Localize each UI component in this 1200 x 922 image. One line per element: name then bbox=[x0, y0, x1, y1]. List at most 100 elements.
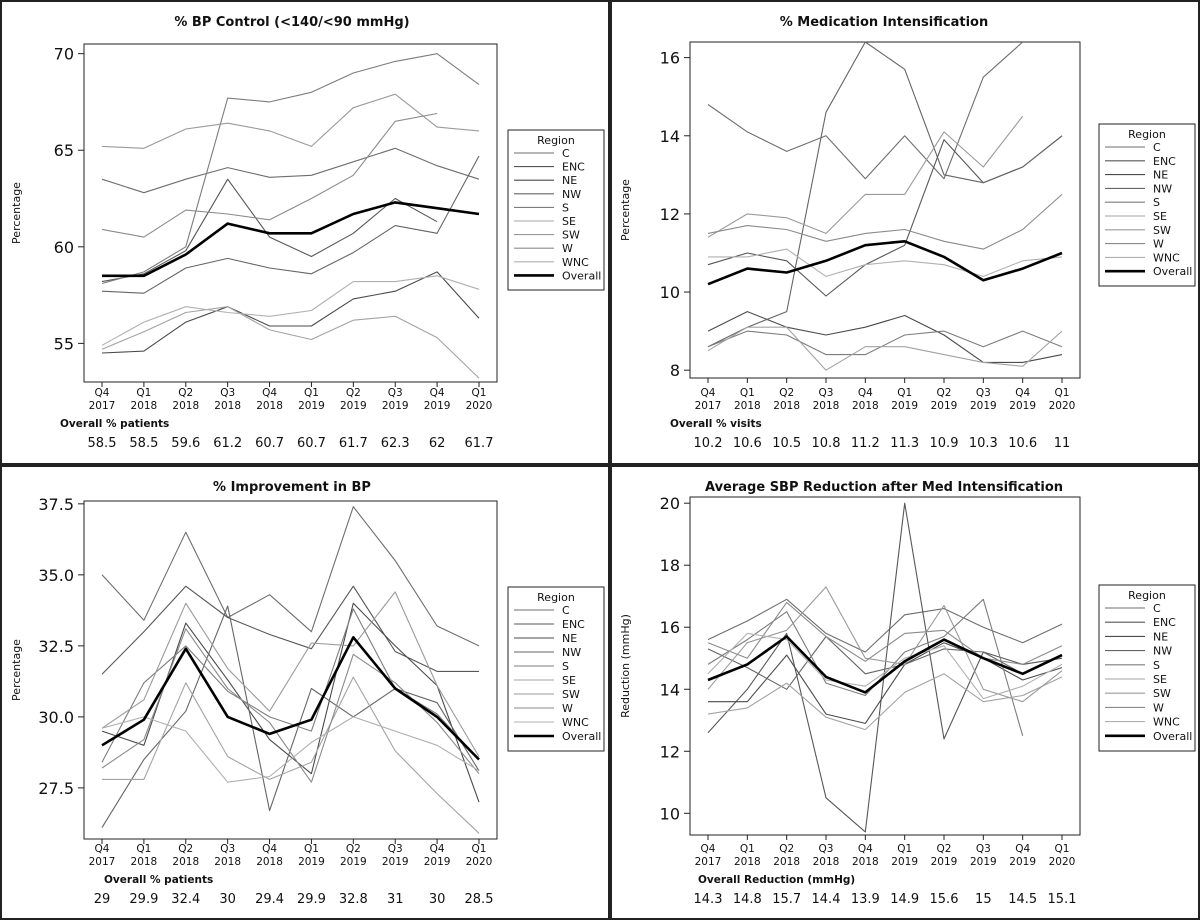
legend-title: Region bbox=[537, 591, 575, 604]
series-line-overall bbox=[707, 635, 1063, 694]
legend-label-overall: Overall bbox=[1153, 730, 1192, 743]
summary-value: 10.3 bbox=[969, 436, 998, 451]
legend-label-ne: NE bbox=[1153, 169, 1168, 182]
series-line-se bbox=[102, 676, 480, 834]
x-tick-label-year: 2017 bbox=[89, 400, 116, 412]
x-tick-label-year: 2019 bbox=[1009, 856, 1036, 868]
legend-label-nw: NW bbox=[1153, 645, 1172, 658]
x-tick-label-quarter: Q2 bbox=[779, 387, 794, 399]
summary-value: 59.6 bbox=[171, 436, 200, 451]
series-line-c bbox=[707, 41, 1024, 180]
series-line-nw bbox=[101, 155, 480, 294]
legend-label-w: W bbox=[1153, 701, 1164, 714]
legend-box bbox=[1098, 123, 1196, 287]
chart-svg: Average SBP Reduction after Med Intensif… bbox=[619, 480, 1196, 907]
series-line-nw bbox=[707, 41, 1063, 348]
x-tick-label-quarter: Q4 bbox=[262, 387, 277, 399]
summary-value: 15 bbox=[975, 892, 992, 907]
series-line-s bbox=[101, 608, 480, 763]
y-tick-label: 70 bbox=[54, 45, 74, 64]
x-tick-label-quarter: Q1 bbox=[1055, 387, 1070, 399]
summary-label: Overall Reduction (mmHg) bbox=[698, 874, 855, 886]
x-tick-label-quarter: Q2 bbox=[937, 387, 952, 399]
y-tick-label: 14 bbox=[660, 680, 680, 699]
legend-box bbox=[1098, 584, 1196, 752]
legend-label-ne: NE bbox=[562, 632, 577, 645]
legend-label-s: S bbox=[1153, 196, 1160, 209]
series-line-overall bbox=[102, 201, 480, 278]
legend-label-overall: Overall bbox=[562, 730, 601, 743]
series-line-s bbox=[707, 598, 1024, 736]
x-tick-label-year: 2019 bbox=[424, 856, 451, 868]
summary-value: 10.5 bbox=[772, 436, 801, 451]
series-line-w bbox=[101, 112, 438, 238]
legend-title: Region bbox=[537, 134, 575, 147]
summary-value: 29 bbox=[94, 892, 111, 907]
panel-sbp-reduction: Average SBP Reduction after Med Intensif… bbox=[610, 465, 1200, 920]
x-tick-label-year: 2017 bbox=[695, 400, 722, 412]
legend-label-c: C bbox=[1153, 602, 1161, 615]
chart-svg: % BP Control (<140/<90 mmHg) Percentage 55… bbox=[10, 15, 605, 451]
x-tick-label-year: 2019 bbox=[970, 856, 997, 868]
x-tick-label-year: 2018 bbox=[852, 856, 879, 868]
y-tick-label: 12 bbox=[660, 205, 680, 224]
y-tick-label: 12 bbox=[660, 742, 680, 761]
x-tick-label-quarter: Q1 bbox=[472, 843, 487, 855]
summary-value: 58.5 bbox=[129, 436, 158, 451]
summary-value: 14.9 bbox=[890, 892, 919, 907]
x-tick-label-year: 2019 bbox=[340, 856, 367, 868]
legend-label-nw: NW bbox=[1153, 182, 1172, 195]
y-tick-label: 8 bbox=[670, 361, 680, 380]
x-tick-label-quarter: Q1 bbox=[304, 387, 319, 399]
y-tick-label: 10 bbox=[660, 804, 680, 823]
x-tick-label-year: 2018 bbox=[773, 400, 800, 412]
series-line-overall bbox=[101, 636, 480, 761]
summary-value: 31 bbox=[387, 892, 404, 907]
summary-label: Overall % patients bbox=[104, 874, 213, 886]
x-tick-label-year: 2017 bbox=[89, 856, 116, 868]
series-line-se bbox=[707, 673, 1063, 731]
y-tick-label: 37.5 bbox=[38, 495, 74, 514]
x-tick-label-quarter: Q4 bbox=[1015, 387, 1030, 399]
x-tick-label-year: 2018 bbox=[734, 400, 761, 412]
x-tick-label-quarter: Q3 bbox=[819, 843, 834, 855]
summary-label: Overall % patients bbox=[60, 418, 169, 430]
x-tick-label-quarter: Q3 bbox=[976, 843, 991, 855]
legend-label-c: C bbox=[1153, 141, 1161, 154]
y-tick-label: 32.5 bbox=[38, 637, 74, 656]
summary-value: 15.1 bbox=[1048, 892, 1077, 907]
series-line-sw bbox=[101, 591, 480, 757]
series-line-wnc bbox=[708, 248, 1063, 277]
plot-frame bbox=[83, 43, 498, 383]
legend-label-ne: NE bbox=[1153, 630, 1168, 643]
series-line-w bbox=[707, 193, 1063, 250]
series-line-c bbox=[101, 147, 480, 194]
x-tick-label-year: 2019 bbox=[891, 400, 918, 412]
summary-value: 32.8 bbox=[339, 892, 368, 907]
legend-label-w: W bbox=[1153, 238, 1164, 251]
summary-value: 10.8 bbox=[812, 436, 841, 451]
x-tick-label-year: 2020 bbox=[1049, 856, 1076, 868]
legend-label-enc: ENC bbox=[1153, 155, 1176, 168]
x-tick-label-quarter: Q3 bbox=[976, 387, 991, 399]
y-tick-label: 16 bbox=[660, 618, 680, 637]
x-tick-label-year: 2019 bbox=[298, 856, 325, 868]
x-tick-label-year: 2019 bbox=[931, 400, 958, 412]
series-line-enc bbox=[707, 502, 1063, 833]
y-tick-label: 18 bbox=[660, 556, 680, 575]
summary-value: 30 bbox=[219, 892, 236, 907]
y-axis-label: Percentage bbox=[10, 182, 23, 244]
x-tick-label-quarter: Q1 bbox=[472, 387, 487, 399]
legend-label-nw: NW bbox=[562, 188, 581, 201]
x-tick-label-quarter: Q4 bbox=[95, 843, 110, 855]
series-line-s bbox=[101, 53, 480, 285]
legend-label-s: S bbox=[562, 201, 569, 214]
legend-label-nw: NW bbox=[562, 646, 581, 659]
x-tick-label-year: 2020 bbox=[466, 400, 493, 412]
summary-value: 30 bbox=[429, 892, 446, 907]
x-tick-label-year: 2018 bbox=[773, 856, 800, 868]
x-tick-label-quarter: Q1 bbox=[136, 843, 151, 855]
